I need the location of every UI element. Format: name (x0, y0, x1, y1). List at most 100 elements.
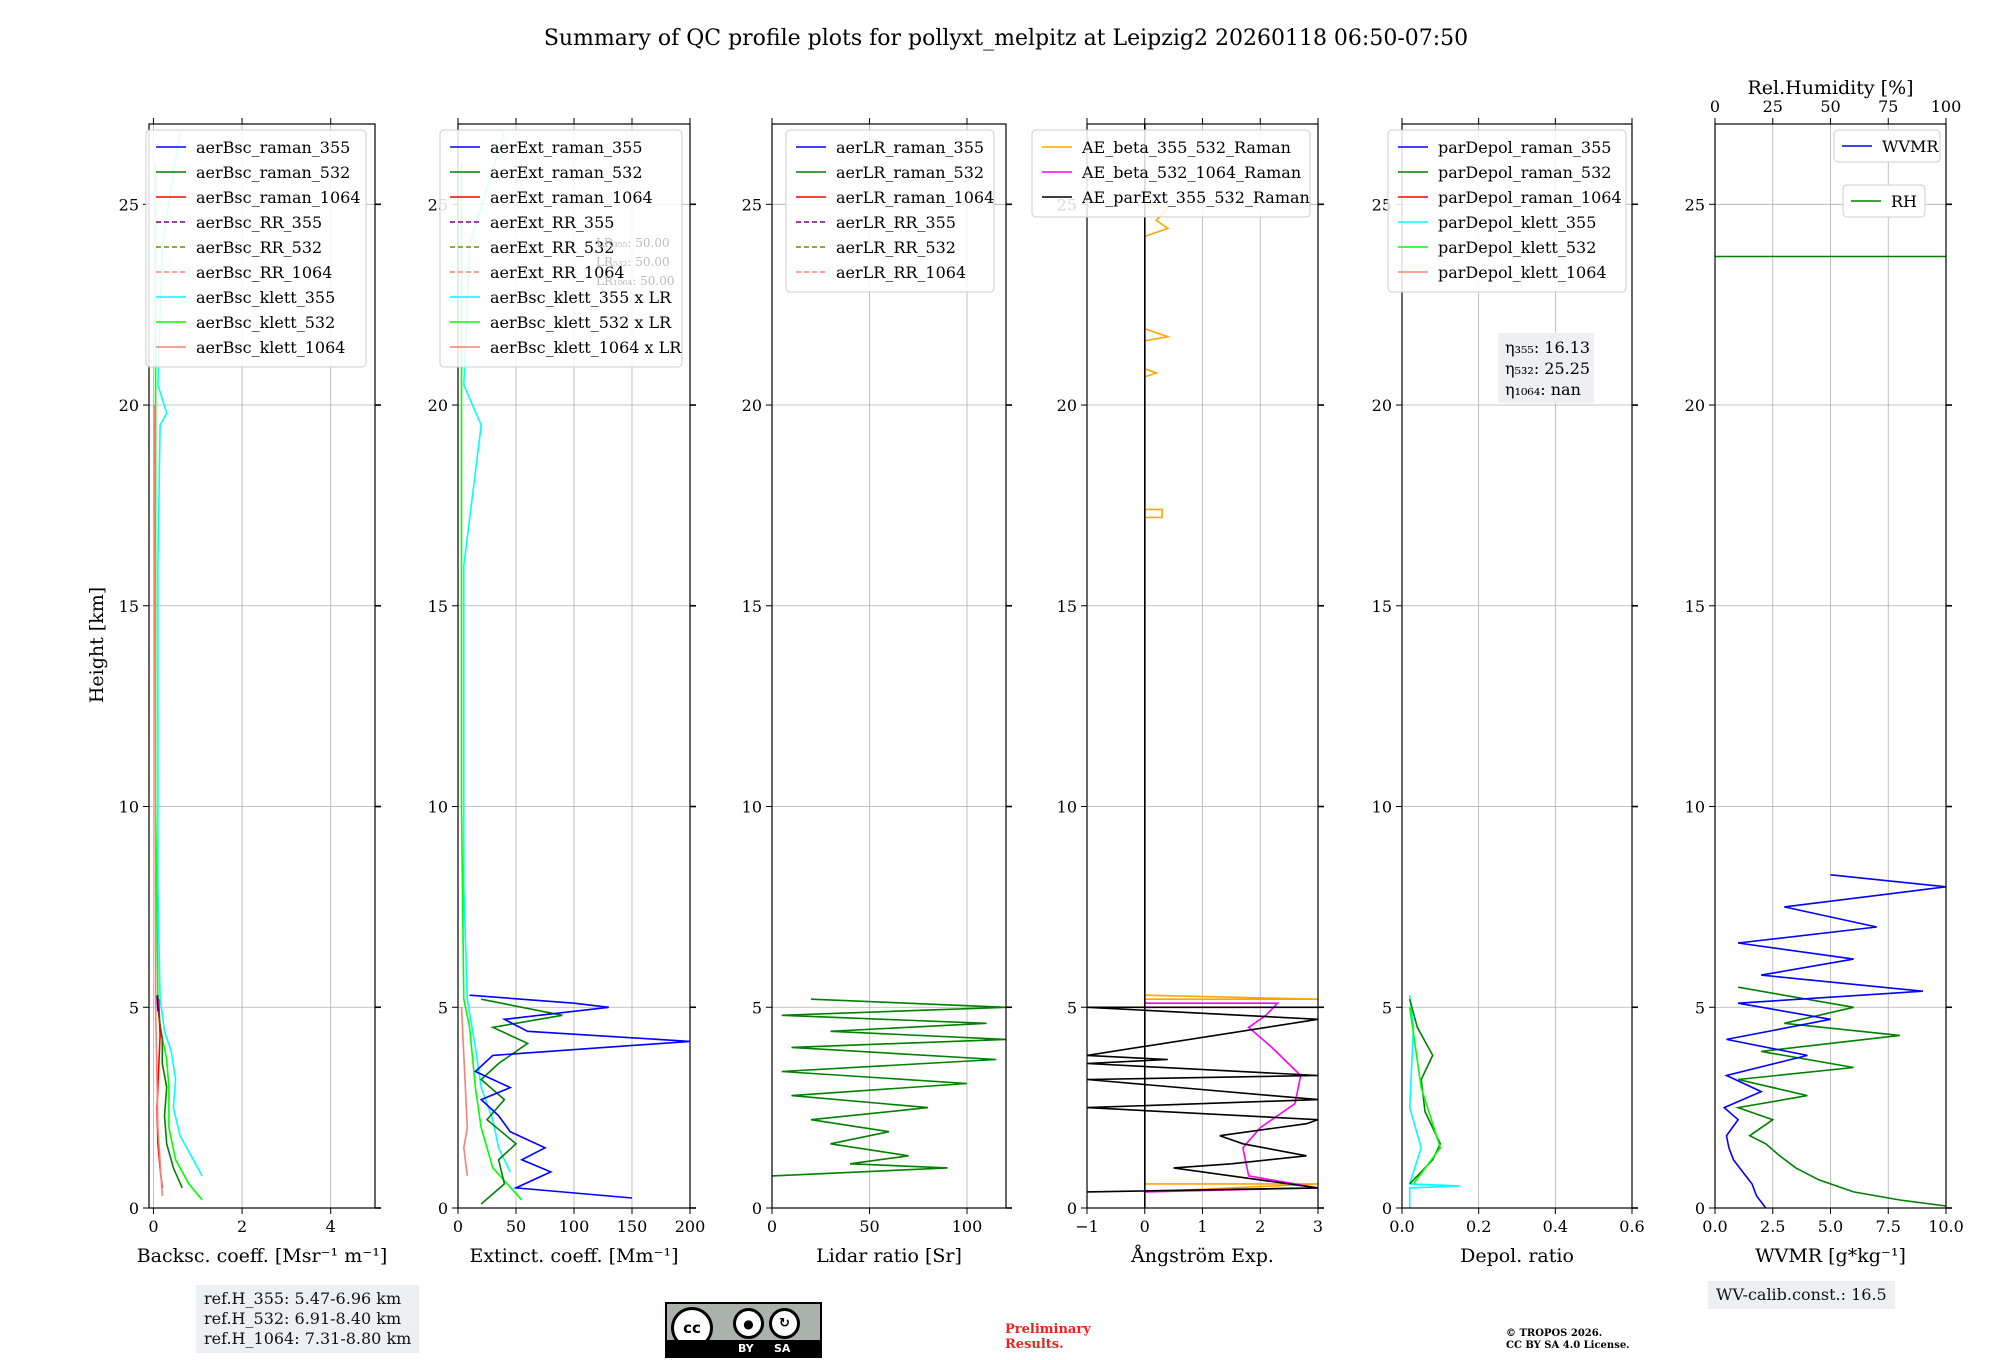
top-tick-label: 75 (1878, 97, 1898, 116)
x-tick-label: 2 (1255, 1217, 1265, 1236)
x-tick-label: 3 (1313, 1217, 1323, 1236)
series-line-aerbsc-klett-532 x lr (460, 164, 523, 1201)
legend-label: aerBsc_raman_355 (196, 138, 350, 157)
y-tick-label: 20 (1372, 396, 1392, 415)
y-tick-label: 5 (1382, 998, 1392, 1017)
y-tick-label: 15 (742, 597, 762, 616)
eta-label: η₁₀₆₄: nan (1505, 380, 1581, 399)
y-tick-label: 10 (428, 798, 448, 817)
cc-band (667, 1340, 820, 1356)
legend-label: AE_parExt_355_532_Raman (1081, 188, 1310, 207)
legend-label: parDepol_raman_355 (1438, 138, 1611, 157)
series-line-pardepol-raman-532 (1408, 998, 1442, 1185)
x-tick-label: 4 (326, 1217, 336, 1236)
ref-height-355: ref.H_355: 5.47-6.96 km (204, 1289, 402, 1308)
series-line-pardepol-klett-355 (1408, 995, 1460, 1208)
sa-label: SA (774, 1342, 791, 1355)
legend-label: aerLR_RR_355 (836, 213, 956, 232)
axes-frame (1401, 123, 1633, 1209)
legend-label: aerExt_raman_532 (490, 163, 643, 182)
legend-label: aerExt_RR_532 (490, 238, 614, 257)
license-line-2: CC BY SA 4.0 License. (1506, 1340, 1630, 1351)
series-group (1408, 995, 1460, 1208)
series-line-aerbsc-raman-532 (157, 995, 183, 1189)
y-tick-label: 20 (119, 396, 139, 415)
y-tick-label: 5 (438, 998, 448, 1017)
axes-frame (148, 123, 376, 1209)
legend-label: aerBsc_klett_1064 x LR (490, 338, 682, 357)
legend-label: aerBsc_RR_532 (196, 238, 322, 257)
legend-label: aerBsc_klett_532 x LR (490, 313, 672, 332)
x-tick-label: 7.5 (1876, 1217, 1901, 1236)
y-tick-label: 5 (1067, 998, 1077, 1017)
x-tick-label: 0 (1140, 1217, 1150, 1236)
preliminary-results-note: Preliminary Results. (1005, 1322, 1091, 1352)
y-tick-label: 10 (1685, 798, 1705, 817)
y-tick-label: 10 (742, 798, 762, 817)
sa-share-icon: ↻ (769, 1308, 800, 1339)
legend-label: aerExt_RR_355 (490, 213, 614, 232)
x-tick-label: 0.0 (1702, 1217, 1727, 1236)
series-line-rh (1734, 986, 1946, 1207)
legend-label: aerExt_RR_1064 (490, 263, 625, 282)
legend-label: parDepol_klett_1064 (1438, 263, 1607, 282)
y-axis-label: Height [km] (86, 587, 108, 703)
legend-label: parDepol_raman_1064 (1438, 188, 1622, 207)
y-tick-label: 25 (119, 195, 139, 214)
top-axis-label: Rel.Humidity [%] (1747, 77, 1913, 99)
top-tick-label: 25 (1763, 97, 1783, 116)
ref-height-532: ref.H_532: 6.91-8.40 km (204, 1309, 402, 1328)
lidar-ratio-label: LR₅₃₂: 50.00 (596, 255, 670, 269)
x-tick-label: 200 (675, 1217, 706, 1236)
y-tick-label: 10 (1372, 798, 1392, 817)
x-tick-label: 0.2 (1466, 1217, 1491, 1236)
series-line-aerbsc-raman-355 (156, 995, 159, 1012)
by-label: BY (738, 1342, 754, 1355)
y-tick-label: 0 (129, 1199, 139, 1218)
y-tick-label: 20 (742, 396, 762, 415)
license-line-1: © TROPOS 2026. (1506, 1328, 1603, 1339)
chart-panel-ae: −101230510152025Ångström Exp.AE_beta_355… (1031, 118, 1324, 1267)
series-line-ae-beta-532-1064-raman (1144, 1002, 1318, 1193)
legend-label: RH (1891, 192, 1917, 211)
x-tick-label: 0.0 (1389, 1217, 1414, 1236)
x-tick-label: 0 (453, 1217, 463, 1236)
y-tick-label: 0 (752, 1199, 762, 1218)
series-group (153, 131, 203, 1201)
y-tick-label: 10 (119, 798, 139, 817)
y-tick-label: 0 (1695, 1199, 1705, 1218)
series-line-ae-beta-355-532-raman (1144, 203, 1318, 1193)
x-axis-label: Lidar ratio [Sr] (816, 1245, 962, 1267)
y-tick-label: 0 (438, 1199, 448, 1218)
legend-box (1833, 129, 1941, 163)
preliminary-line-1: Preliminary (1005, 1322, 1091, 1337)
series-line-aerbsc-klett-355 (157, 131, 203, 1177)
legend-box (1387, 129, 1627, 293)
y-tick-label: 20 (1685, 396, 1705, 415)
legend-label: aerBsc_raman_1064 (196, 188, 361, 207)
series-line-aerext-raman-355 (469, 994, 690, 1199)
x-tick-label: 50 (506, 1217, 526, 1236)
legend-label: aerExt_raman_1064 (490, 188, 653, 207)
y-tick-label: 20 (428, 396, 448, 415)
series-line-aerbsc-klett-355 x lr (462, 131, 511, 1173)
series-group (1087, 124, 1318, 1208)
series-line-aerlr-raman-532 (772, 998, 1006, 1177)
y-tick-label: 5 (752, 998, 762, 1017)
y-tick-label: 15 (1057, 597, 1077, 616)
legend-label: aerBsc_klett_532 (196, 313, 335, 332)
top-tick-label: 0 (1710, 97, 1720, 116)
legend-box (785, 129, 995, 293)
top-tick-label: 50 (1820, 97, 1840, 116)
y-tick-label: 15 (1685, 597, 1705, 616)
ref-height-1064: ref.H_1064: 7.31-8.80 km (204, 1329, 412, 1348)
chart-panel-bsc: 0 2 4 0 5 10 15 20 25 Backsc. coeff. [Msr⁻¹ m⁻¹] a… (119, 118, 387, 1267)
y-tick-label: 5 (1695, 998, 1705, 1017)
eta-label: η₃₅₅: 16.13 (1505, 338, 1590, 357)
y-tick-label: 15 (428, 597, 448, 616)
x-axis-label: Depol. ratio (1460, 1245, 1574, 1267)
series-line-ae-parext-355-532-raman-low (1087, 1006, 1318, 1193)
